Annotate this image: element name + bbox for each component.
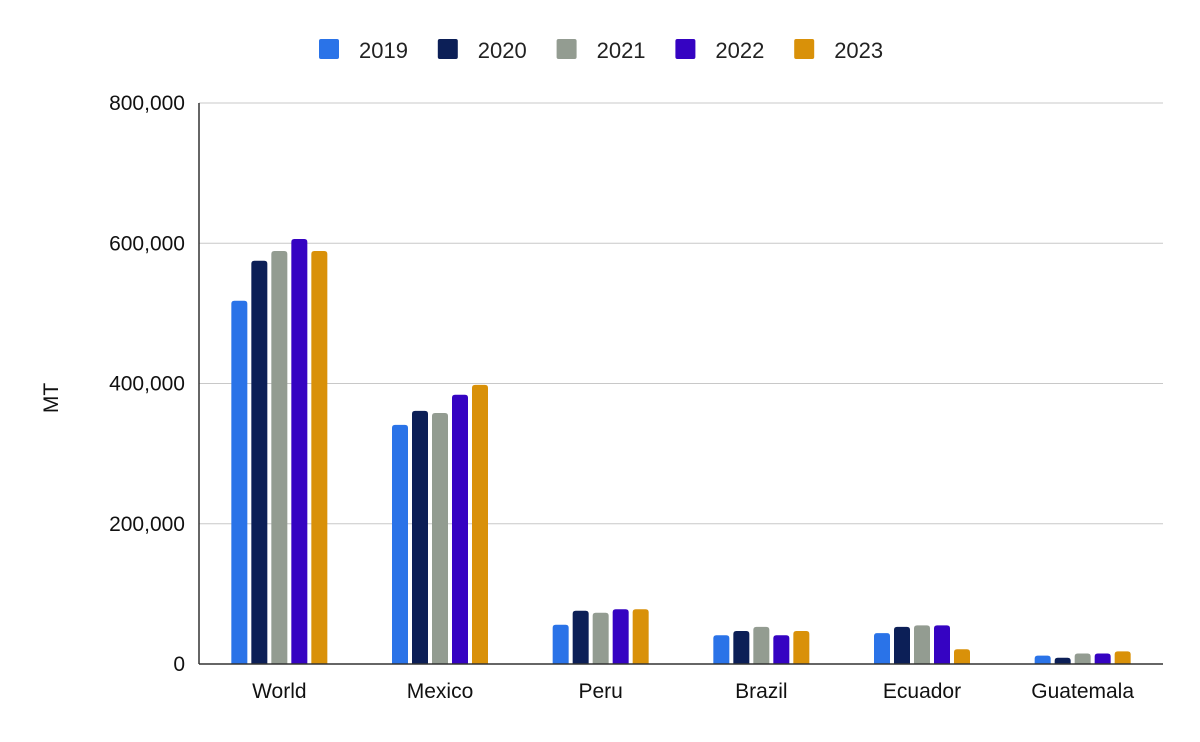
legend-swatch <box>556 39 577 59</box>
legend-swatch <box>794 39 815 59</box>
bar-2022-brazil <box>773 635 790 664</box>
bar-2022-world <box>291 239 308 665</box>
bar-2020-peru <box>572 610 589 664</box>
legend-label: 2020 <box>478 38 527 63</box>
bar-2021-brazil <box>753 626 770 664</box>
legend-label: 2023 <box>834 38 883 63</box>
bar-2019-guatemala <box>1034 655 1051 664</box>
bar-2022-guatemala <box>1094 653 1111 664</box>
bar-2023-brazil <box>793 631 810 664</box>
x-category-label: Guatemala <box>1031 680 1134 703</box>
legend-label: 2021 <box>597 38 646 63</box>
bar-2023-peru <box>632 609 649 664</box>
y-tick-label: 0 <box>173 653 185 676</box>
legend-item-2023: 2023 <box>794 38 883 63</box>
legend-item-2020: 2020 <box>437 38 527 63</box>
y-axis-ticks: 0 200,000 400,000 600,000 800,000 <box>109 92 185 676</box>
bar-2022-ecuador <box>934 625 950 664</box>
bar-2021-guatemala <box>1074 653 1091 664</box>
legend-swatch <box>437 39 458 59</box>
y-tick-label: 400,000 <box>109 373 185 396</box>
y-tick-label: 800,000 <box>109 92 185 115</box>
x-category-label: Mexico <box>407 680 474 703</box>
legend-item-2022: 2022 <box>675 38 764 63</box>
bar-2021-mexico <box>432 412 448 664</box>
x-category-label: Ecuador <box>883 680 961 703</box>
y-axis-title: MT <box>40 383 63 413</box>
bar-2019-world <box>231 300 248 664</box>
gridlines <box>199 102 1163 525</box>
bar-2021-ecuador <box>914 625 930 664</box>
bar-2023-ecuador <box>954 649 970 664</box>
y-tick-label: 200,000 <box>109 513 185 536</box>
y-tick-label: 600,000 <box>109 232 185 255</box>
legend-label: 2022 <box>715 38 764 63</box>
bar-2021-world <box>271 250 288 664</box>
legend-swatch <box>319 39 339 59</box>
bar-2020-ecuador <box>894 626 910 664</box>
bar-2022-peru <box>612 609 629 664</box>
bar-2023-mexico <box>472 384 488 664</box>
bar-2020-brazil <box>733 631 750 664</box>
x-category-label: Peru <box>578 680 622 703</box>
bar-2020-mexico <box>412 410 428 664</box>
x-category-label: Brazil <box>735 680 788 703</box>
x-axis-labels: World Mexico Peru Brazil Ecuador Guatemala <box>252 680 1134 703</box>
legend-item-2021: 2021 <box>556 38 646 63</box>
bar-2020-world <box>251 260 268 664</box>
bar-2019-ecuador <box>874 633 890 664</box>
bar-2019-peru <box>552 624 569 664</box>
bars <box>231 239 1131 665</box>
legend: 2019 2020 2021 2022 2023 <box>319 38 883 63</box>
bar-2020-guatemala <box>1054 657 1071 664</box>
legend-swatch <box>675 39 696 59</box>
legend-item-2019: 2019 <box>319 38 408 63</box>
legend-label: 2019 <box>359 38 408 63</box>
bar-2023-world <box>311 250 328 664</box>
x-category-label: World <box>252 680 306 703</box>
bar-2021-peru <box>592 612 609 664</box>
bar-2019-mexico <box>392 424 408 664</box>
bar-2019-brazil <box>713 635 730 664</box>
bar-2022-mexico <box>452 394 468 664</box>
bar-2023-guatemala <box>1114 651 1131 664</box>
